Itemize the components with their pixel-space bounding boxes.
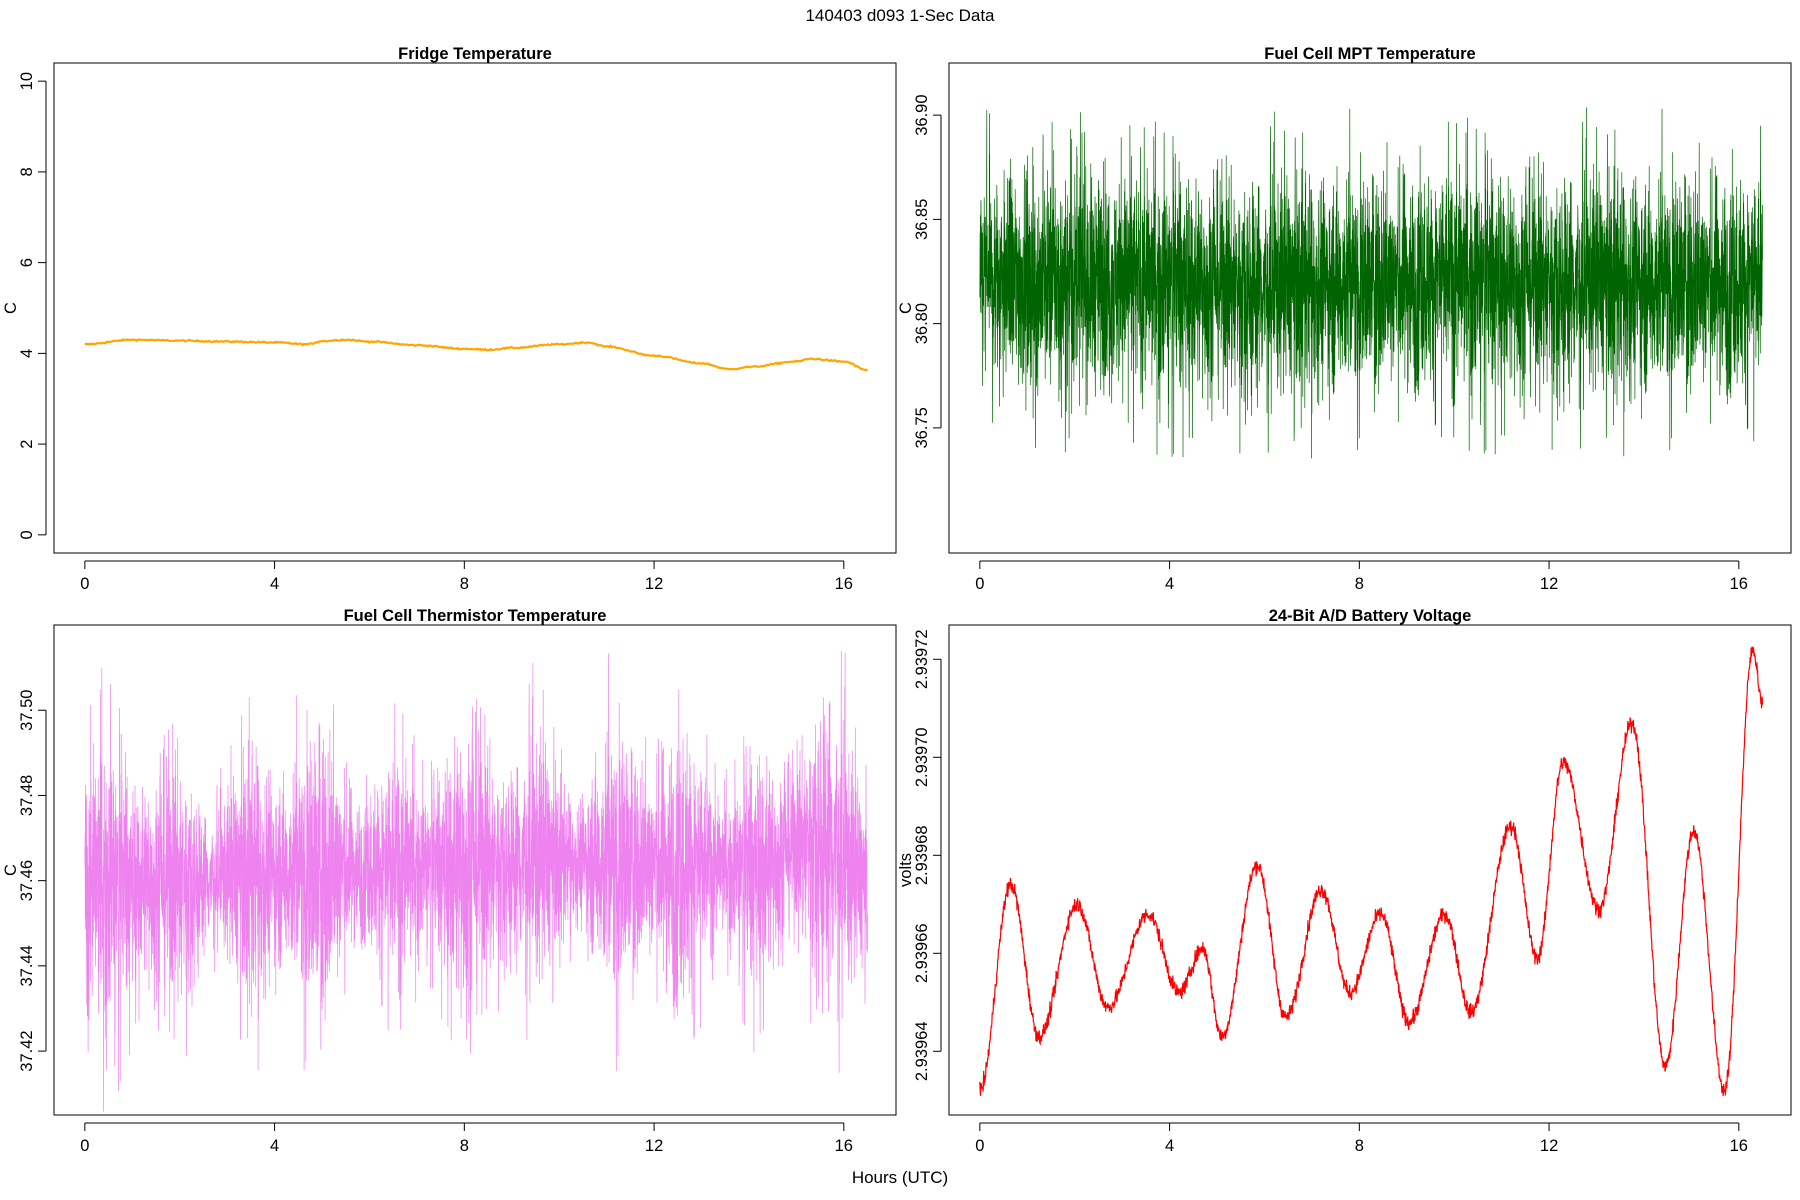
y-tick-label: 2.93966 (913, 923, 931, 983)
y-tick-label: 2.93970 (913, 727, 931, 787)
chart-title: Fridge Temperature (398, 45, 552, 63)
x-tick-label: 4 (270, 575, 279, 593)
x-axis: 0 4 8 12 16 (975, 560, 1748, 593)
x-tick-label: 0 (975, 575, 984, 593)
series-line-thermistor (84, 651, 868, 1112)
x-axis: 0 4 8 12 16 (80, 560, 853, 593)
x-tick-label: 0 (80, 1137, 89, 1155)
x-tick-label: 12 (645, 575, 663, 593)
y-axis-label: C (897, 302, 915, 314)
y-tick-label: 37.42 (18, 1030, 36, 1071)
y-tick-label: 36.85 (913, 199, 931, 240)
y-tick-label: 37.50 (18, 690, 36, 731)
plot-frame (948, 624, 1792, 1116)
chart-title: Fuel Cell MPT Temperature (1264, 45, 1476, 63)
page-title: 140403 d093 1-Sec Data (805, 6, 995, 25)
chart-fridge: Fridge Temperature C 0 4 8 12 16 0 2 4 6 8 10 (2, 45, 897, 593)
x-tick-label: 8 (1355, 575, 1364, 593)
x-axis: 0 4 8 12 16 (975, 1122, 1748, 1155)
x-tick-label: 0 (80, 575, 89, 593)
y-tick-label: 36.75 (913, 407, 931, 448)
y-axis: 2.93964 2.93966 2.93968 2.93970 2.93972 (913, 629, 942, 1081)
y-axis-label: C (2, 302, 20, 314)
plot-frame (53, 62, 897, 554)
chart-title: 24-Bit A/D Battery Voltage (1269, 607, 1472, 625)
y-tick-label: 37.48 (18, 775, 36, 816)
y-axis: 36.75 36.80 36.85 36.90 (913, 94, 942, 449)
y-tick-label: 2 (18, 440, 36, 449)
y-tick-label: 2.93972 (913, 629, 931, 689)
y-tick-label: 4 (18, 349, 36, 358)
y-tick-label: 37.44 (18, 945, 36, 986)
series-line-battery (979, 646, 1764, 1097)
y-tick-label: 2.93964 (913, 1021, 931, 1081)
y-axis: 37.42 37.44 37.46 37.48 37.50 (18, 690, 47, 1072)
chart-thermistor: Fuel Cell Thermistor Temperature C 0 4 8 12 16… (2, 607, 897, 1155)
series-line-mpt (979, 107, 1763, 459)
x-tick-label: 16 (835, 1137, 853, 1155)
chart-battery: 24-Bit A/D Battery Voltage volts 0 4 8 12 16 2.… (897, 607, 1792, 1155)
y-tick-label: 0 (18, 530, 36, 539)
x-tick-label: 12 (1540, 1137, 1558, 1155)
y-tick-label: 2.93968 (913, 825, 931, 885)
y-tick-label: 6 (18, 258, 36, 267)
y-axis: 0 2 4 6 8 10 (18, 72, 47, 539)
chart-title: Fuel Cell Thermistor Temperature (344, 607, 607, 625)
y-tick-label: 36.90 (913, 94, 931, 135)
plot-frame (53, 624, 897, 1116)
x-tick-label: 8 (460, 1137, 469, 1155)
series-line-fridge (84, 337, 868, 372)
y-tick-label: 10 (18, 72, 36, 90)
y-axis-label: C (2, 864, 20, 876)
y-axis-label: volts (897, 853, 915, 887)
x-axis: 0 4 8 12 16 (80, 1122, 853, 1155)
plot-frame (948, 62, 1792, 554)
y-tick-label: 8 (18, 167, 36, 176)
x-tick-label: 12 (645, 1137, 663, 1155)
x-tick-label: 0 (975, 1137, 984, 1155)
x-tick-label: 4 (1165, 1137, 1174, 1155)
common-x-axis-label: Hours (UTC) (851, 1168, 949, 1187)
y-tick-label: 37.46 (18, 860, 36, 901)
x-tick-label: 8 (1355, 1137, 1364, 1155)
x-tick-label: 16 (835, 575, 853, 593)
x-tick-label: 16 (1730, 575, 1748, 593)
x-tick-label: 8 (460, 575, 469, 593)
x-tick-label: 4 (1165, 575, 1174, 593)
x-tick-label: 16 (1730, 1137, 1748, 1155)
y-tick-label: 36.80 (913, 303, 931, 344)
x-tick-label: 4 (270, 1137, 279, 1155)
x-tick-label: 12 (1540, 575, 1558, 593)
